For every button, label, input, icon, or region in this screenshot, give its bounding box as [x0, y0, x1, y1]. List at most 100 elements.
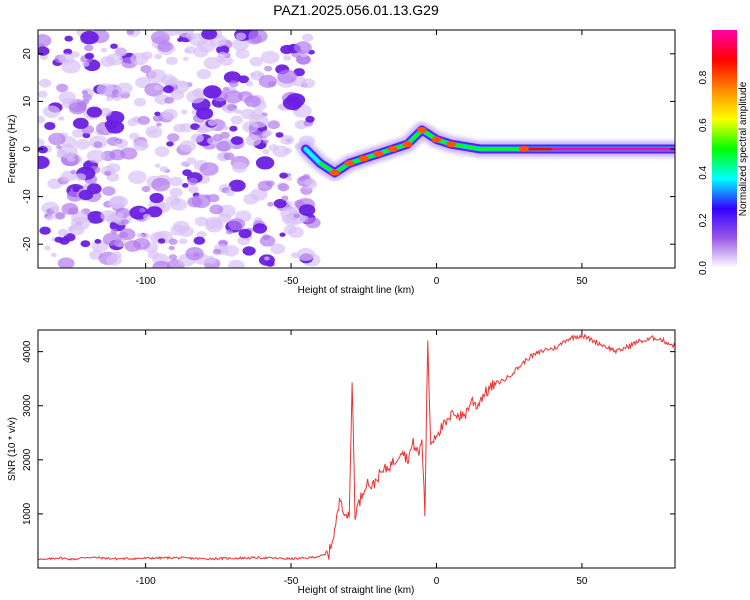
noise-blob-269	[296, 248, 315, 261]
noise-blob-399	[275, 132, 284, 138]
snr-y-label: SNR (10 * v/v)	[7, 417, 18, 481]
noise-blob-472	[58, 53, 75, 65]
noise-blob-231	[199, 162, 219, 176]
noise-blob-338	[231, 38, 250, 51]
snr-xtick-label-0: -100	[136, 576, 156, 587]
colorbar-tick-label-2: 0.4	[698, 165, 709, 179]
noise-blob-365	[190, 123, 200, 130]
track-peak-6	[387, 146, 398, 152]
noise-blob-243	[262, 139, 269, 144]
noise-blob-221	[84, 44, 94, 52]
snr-ytick-label-0: 1000	[22, 502, 33, 525]
noise-blob-379	[141, 233, 150, 239]
noise-blob-277	[133, 97, 147, 107]
noise-blob-193	[237, 236, 251, 246]
noise-blob-179	[39, 78, 52, 88]
noise-blob-237	[64, 35, 73, 42]
noise-blob-315	[80, 30, 99, 45]
noise-blob-293	[182, 169, 192, 177]
noise-blob-122	[38, 115, 46, 124]
noise-blob-305	[270, 243, 286, 255]
colorbar-tick-label-3: 0.6	[698, 118, 709, 132]
spectrogram-xtick-label-2: 0	[434, 276, 440, 287]
noise-blob-442	[186, 157, 197, 165]
noise-blob-348	[218, 184, 232, 194]
noise-blob-251	[120, 147, 138, 160]
noise-blob-368	[82, 93, 92, 101]
track-peak-9	[431, 136, 442, 143]
noise-blob-341	[250, 188, 268, 201]
noise-blob-64	[223, 71, 241, 84]
noise-blob-484	[94, 239, 102, 244]
spectrogram-ytick-label-1: -10	[22, 189, 33, 204]
noise-blob-314	[50, 252, 57, 258]
noise-blob-393	[82, 61, 90, 67]
noise-blob-69	[169, 176, 183, 187]
noise-blob-416	[283, 225, 297, 235]
noise-blob-373	[240, 108, 256, 120]
noise-blob-326	[305, 115, 315, 123]
colorbar-label: Normalized spectral amplitude	[738, 81, 749, 216]
noise-blob-53	[44, 122, 56, 130]
noise-blob-397	[146, 206, 163, 218]
noise-blob-510	[57, 228, 69, 237]
noise-blob-499	[114, 47, 128, 57]
noise-blob-194	[182, 56, 189, 62]
noise-blob-191	[42, 105, 61, 118]
noise-blob-346	[133, 139, 149, 151]
noise-blob-477	[301, 78, 316, 89]
snr-x-label: Height of straight line (km)	[298, 585, 415, 596]
noise-blob-512	[248, 30, 268, 44]
noise-blob-301	[228, 179, 246, 192]
track-peak-2	[329, 169, 340, 176]
noise-blob-268	[127, 170, 147, 184]
noise-blob-308	[250, 72, 257, 77]
noise-blob-323	[242, 246, 256, 256]
snr-series-line	[38, 333, 675, 561]
noise-blob-432	[201, 30, 218, 40]
spectrogram-xtick-label-0: -100	[136, 276, 156, 287]
noise-blob-347	[66, 190, 83, 202]
noise-blob-490	[264, 256, 270, 261]
noise-blob-506	[74, 173, 86, 182]
noise-blob-492	[277, 183, 290, 192]
track-peak-14	[518, 146, 529, 152]
noise-blob-96	[93, 141, 103, 148]
noise-blob-469	[114, 138, 128, 149]
snr-ytick-label-1: 2000	[22, 448, 33, 471]
noise-blob-404	[129, 132, 140, 140]
noise-blob-322	[116, 212, 125, 218]
noise-blob-79	[57, 257, 75, 268]
noise-blob-454	[86, 183, 102, 194]
noise-blob-462	[281, 214, 294, 224]
noise-blob-427	[223, 90, 243, 104]
noise-blob-334	[206, 255, 215, 262]
noise-blob-412	[230, 136, 244, 145]
noise-blob-504	[96, 83, 115, 96]
noise-blob-265	[216, 45, 230, 55]
snr-background	[38, 330, 675, 568]
noise-blob-505	[245, 134, 262, 147]
noise-blob-497	[70, 170, 77, 175]
noise-blob-136	[279, 172, 288, 179]
noise-blob-361	[196, 107, 214, 120]
snr-panel: -100 -50 0 50 1000 2000 3000 4000 Height of st…	[7, 329, 676, 596]
noise-blob-304	[167, 77, 179, 86]
noise-blob-190	[170, 224, 187, 236]
noise-blob-127	[193, 236, 205, 245]
spectrogram-y-ticks: -20 -10 0 10 20	[22, 48, 675, 251]
spectrogram-xtick-label-3: 50	[576, 276, 588, 287]
noise-blob-118	[235, 48, 250, 59]
noise-blob-296	[182, 183, 189, 188]
noise-blob-253	[105, 96, 113, 102]
noise-blob-452	[190, 133, 204, 143]
noise-blob-483	[68, 207, 79, 215]
noise-blob-514	[238, 228, 252, 239]
noise-blob-481	[285, 176, 292, 181]
noise-blob-342	[164, 30, 181, 36]
snr-x-ticks: -100 -50 0 50	[136, 330, 588, 587]
noise-blob-428	[111, 251, 122, 259]
noise-blob-482	[48, 132, 66, 146]
